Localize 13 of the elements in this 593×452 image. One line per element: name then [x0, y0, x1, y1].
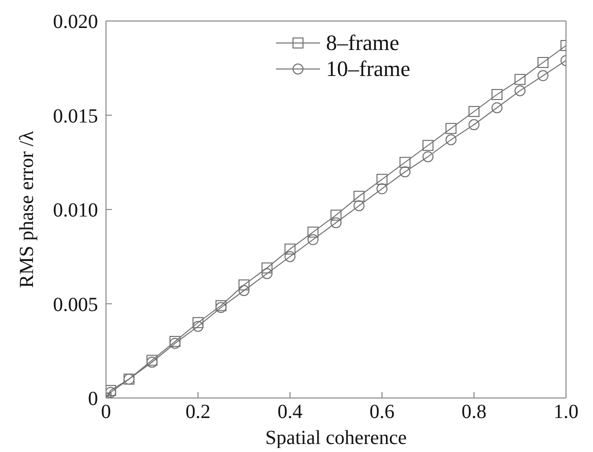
y-tick-label: 0.005 — [53, 294, 98, 316]
y-tick-label: 0.015 — [53, 105, 98, 128]
x-tick-label: 0.6 — [370, 401, 394, 424]
x-tick-label: 0.2 — [186, 401, 210, 424]
y-axis-title: RMS phase error /λ — [16, 130, 38, 288]
x-tick-label: 0.4 — [278, 401, 302, 424]
legend-label: 10–frame — [326, 56, 410, 82]
y-tick-label: 0.020 — [53, 11, 98, 34]
x-tick-label: 0.8 — [462, 401, 486, 424]
x-tick-label: 1.0 — [554, 401, 578, 424]
legend-label: 8–frame — [326, 30, 400, 56]
y-tick-label: 0.010 — [53, 200, 98, 222]
x-axis-title: Spatial coherence — [265, 427, 407, 449]
